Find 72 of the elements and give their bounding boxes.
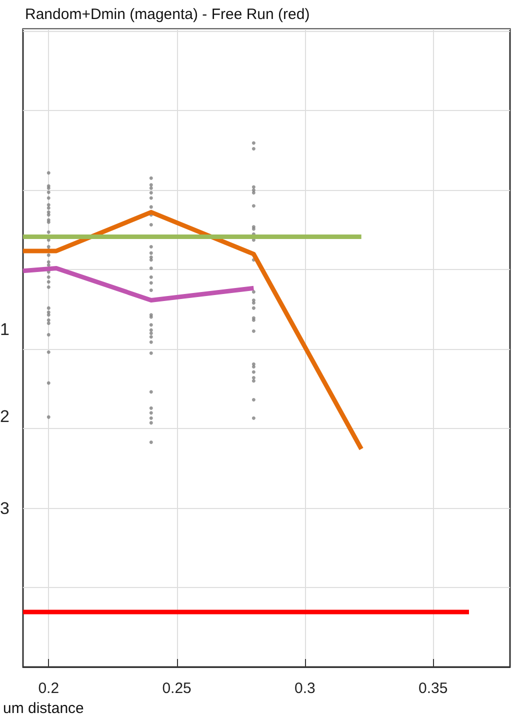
x-tick-label: 0.2 (38, 680, 60, 697)
point (252, 379, 256, 383)
x-tick-label: 0.3 (294, 680, 316, 697)
point (149, 281, 153, 285)
point (252, 204, 256, 208)
point (149, 331, 153, 335)
point (149, 183, 153, 187)
point (46, 263, 50, 267)
point (149, 351, 153, 355)
point (252, 398, 256, 402)
point (46, 230, 50, 234)
point (149, 390, 153, 394)
point (46, 333, 50, 337)
point (149, 340, 153, 344)
point (149, 288, 153, 292)
point (252, 191, 256, 195)
point (46, 415, 50, 419)
chart-title: Random+Dmin (magenta) - Free Run (red) (25, 6, 310, 23)
point (149, 406, 153, 410)
point (149, 176, 153, 180)
point (252, 141, 256, 145)
point (252, 416, 256, 420)
point (46, 253, 50, 257)
point (46, 313, 50, 317)
point (46, 275, 50, 279)
point (149, 258, 153, 262)
x-tick-label: 0.25 (162, 680, 192, 697)
point (149, 335, 153, 339)
point (252, 147, 256, 151)
point (46, 280, 50, 284)
point (149, 421, 153, 425)
text: 3 (0, 499, 10, 518)
point (46, 285, 50, 289)
point (46, 350, 50, 354)
point (46, 206, 50, 210)
x-axis-title: um distance (3, 700, 84, 717)
point (252, 306, 256, 310)
point (149, 275, 153, 279)
point (46, 381, 50, 385)
point (149, 223, 153, 227)
text: 1 (0, 320, 10, 339)
point (149, 196, 153, 200)
point (46, 171, 50, 175)
point (149, 328, 153, 332)
point (149, 266, 153, 270)
point (252, 365, 256, 369)
point (149, 251, 153, 255)
point (46, 213, 50, 217)
point (46, 190, 50, 194)
point (149, 411, 153, 415)
point (149, 416, 153, 420)
point (46, 322, 50, 326)
point (149, 186, 153, 190)
point (252, 290, 256, 294)
point (46, 196, 50, 200)
point (46, 306, 50, 310)
x-tick-label: 0.35 (418, 680, 448, 697)
point (46, 203, 50, 207)
point (149, 323, 153, 327)
point (252, 185, 256, 189)
point (252, 301, 256, 305)
point (149, 191, 153, 195)
point (149, 205, 153, 209)
point (252, 329, 256, 333)
point (252, 370, 256, 374)
point (46, 245, 50, 249)
point (252, 376, 256, 380)
text: 2 (0, 407, 10, 426)
point (46, 260, 50, 264)
point (46, 318, 50, 322)
point (149, 245, 153, 249)
point (149, 440, 153, 444)
